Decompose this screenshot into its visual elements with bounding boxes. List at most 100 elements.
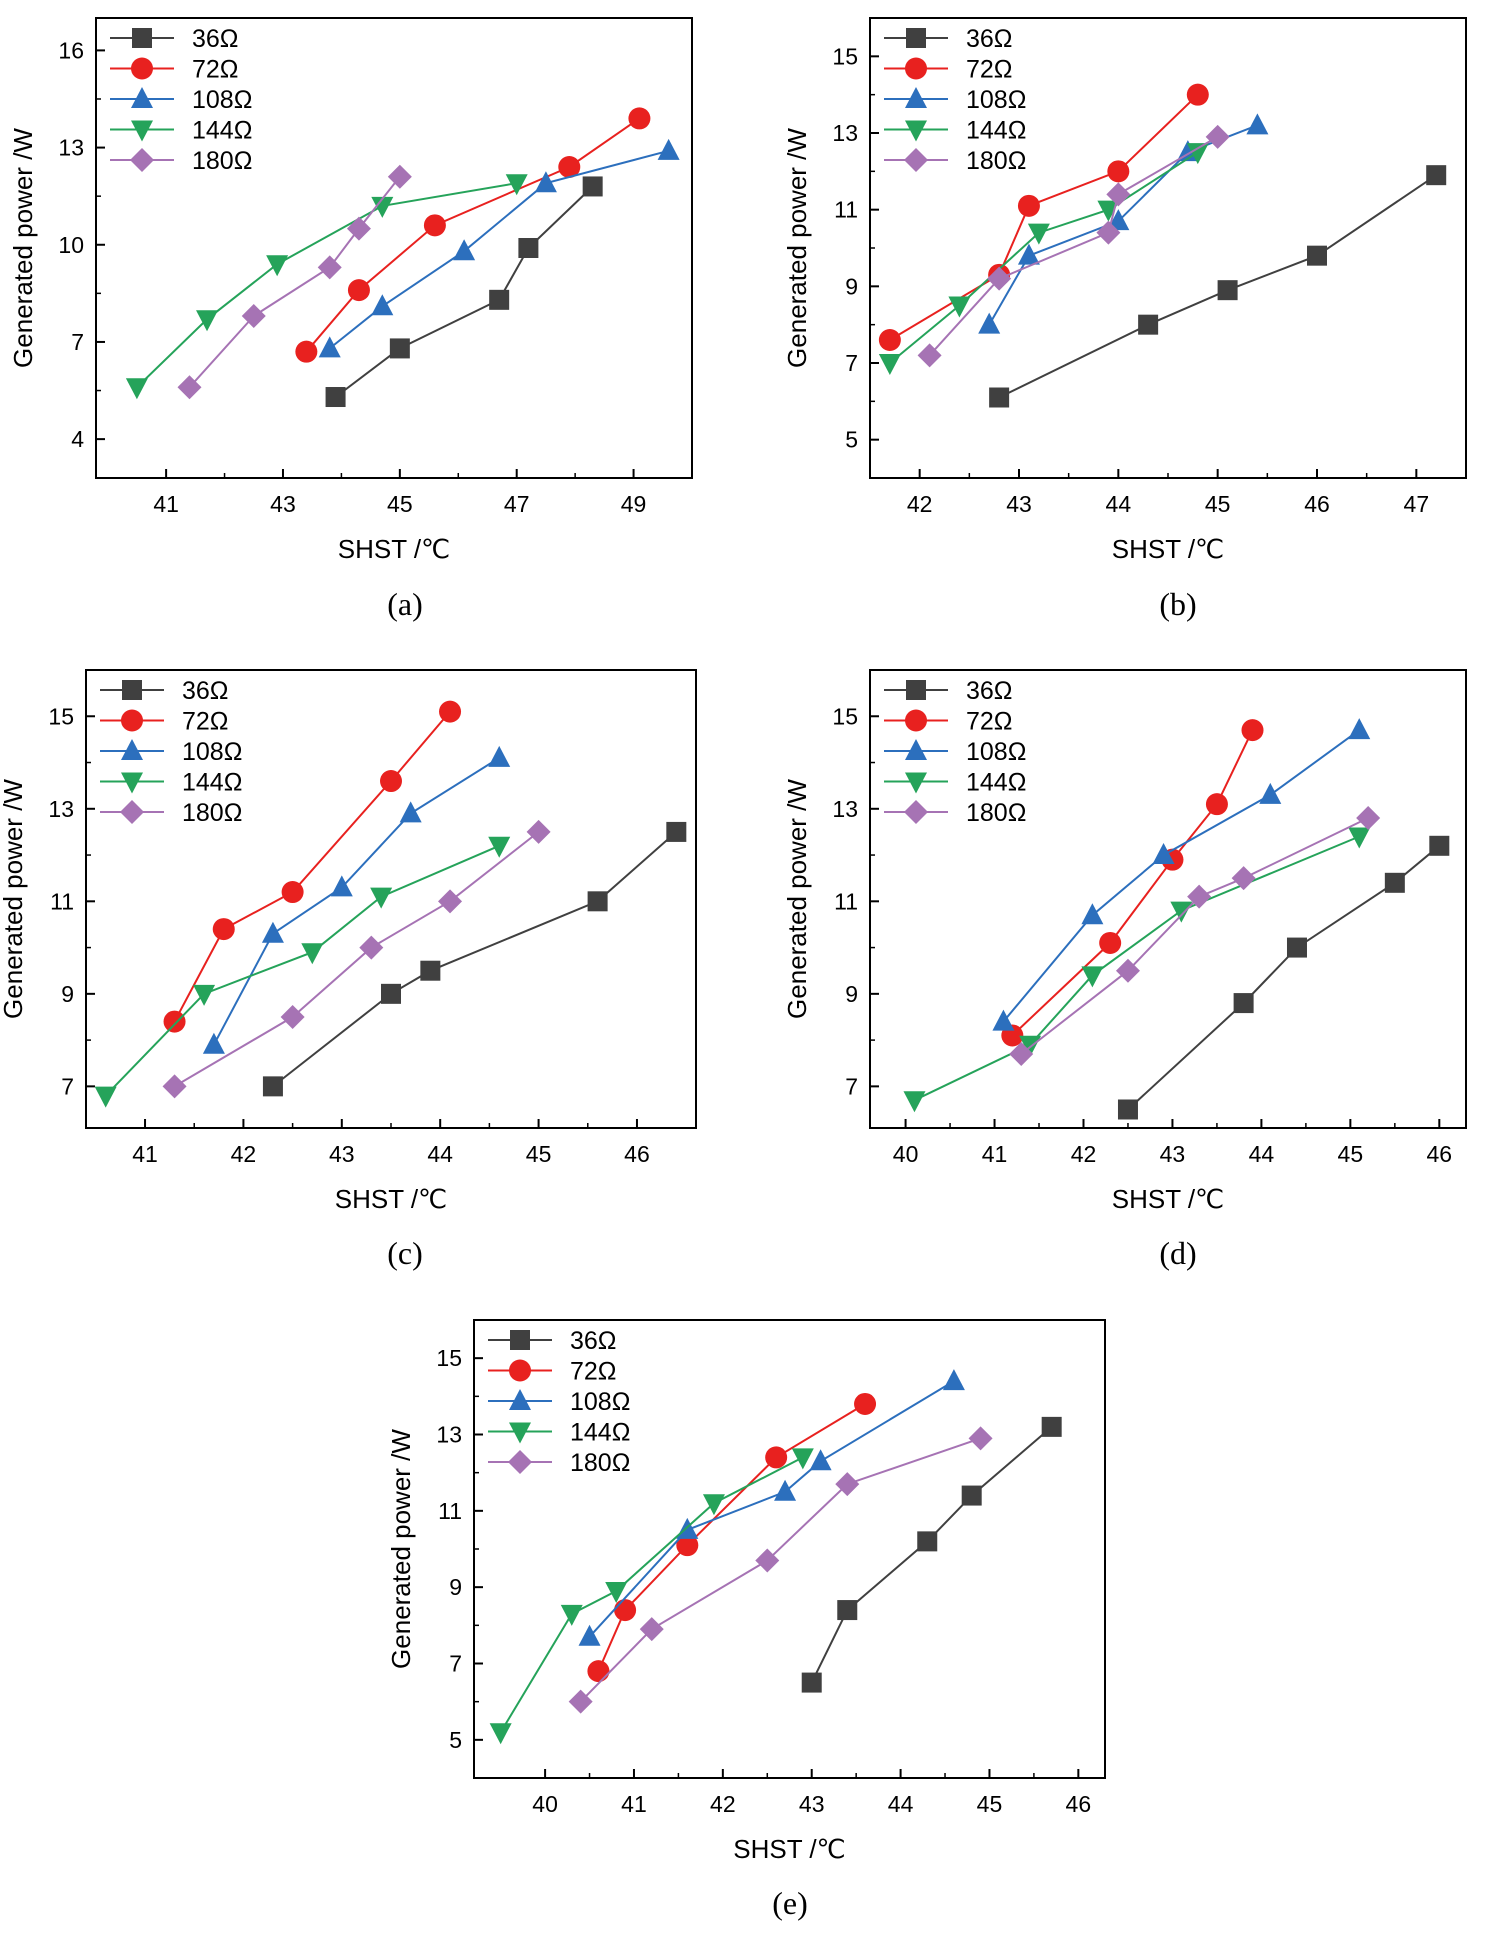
x-axis-title: SHST /℃ xyxy=(1112,534,1225,564)
y-tick-label: 9 xyxy=(845,273,858,299)
legend-marker xyxy=(509,1389,531,1410)
y-tick-label: 5 xyxy=(845,427,858,453)
y-tick-label: 13 xyxy=(832,120,858,146)
legend-label: 36Ω xyxy=(192,25,239,53)
series-1 xyxy=(801,1416,1062,1693)
series-1 xyxy=(325,176,603,408)
legend-label: 180Ω xyxy=(570,1449,630,1477)
data-point xyxy=(1081,903,1104,925)
data-point xyxy=(177,375,202,400)
y-tick-label: 11 xyxy=(438,1498,462,1524)
x-tick-label: 40 xyxy=(532,1791,558,1817)
data-point xyxy=(837,1600,858,1621)
legend-label: 72Ω xyxy=(966,56,1013,84)
data-point xyxy=(280,1004,305,1029)
legend-label: 36Ω xyxy=(570,1327,617,1355)
data-point xyxy=(1348,827,1371,849)
data-point xyxy=(1117,1099,1138,1120)
data-point xyxy=(605,1581,628,1603)
series-line xyxy=(597,1403,866,1672)
data-point xyxy=(1348,718,1371,740)
data-point xyxy=(330,875,353,897)
y-tick-label: 15 xyxy=(832,43,858,69)
series-2 xyxy=(1001,719,1264,1047)
legend-label: 36Ω xyxy=(966,677,1013,705)
data-point xyxy=(488,836,511,858)
data-point xyxy=(854,1392,877,1415)
data-point xyxy=(676,1534,699,1557)
legend-marker xyxy=(905,57,927,80)
x-tick-label: 49 xyxy=(621,491,647,517)
legend-marker xyxy=(122,680,142,700)
data-point xyxy=(568,1689,593,1714)
data-point xyxy=(809,1449,832,1471)
data-point xyxy=(439,700,462,723)
y-tick-label: 5 xyxy=(449,1727,462,1753)
data-point xyxy=(1286,937,1307,958)
plot-frame xyxy=(473,1319,1106,1779)
data-point xyxy=(1259,782,1282,804)
x-tick-label: 43 xyxy=(1006,491,1032,517)
data-point xyxy=(1106,182,1131,207)
x-axis-title: SHST /℃ xyxy=(1112,1184,1225,1214)
x-tick-label: 45 xyxy=(387,491,413,517)
chart-panel-5: 40 41 42 43 44 45 46 5 7 9 11 13 15 SHST /℃ Generated … xyxy=(386,1319,1106,1921)
y-tick-label: 9 xyxy=(61,981,74,1007)
series-4 xyxy=(489,1448,814,1745)
series-2 xyxy=(878,83,1209,351)
data-point xyxy=(582,176,603,197)
legend-label: 108Ω xyxy=(192,86,252,114)
x-tick-label: 43 xyxy=(270,491,296,517)
data-point xyxy=(942,1369,965,1391)
legend-label: 72Ω xyxy=(192,56,239,84)
data-point xyxy=(262,1076,283,1097)
data-point xyxy=(878,354,901,375)
plot-frame xyxy=(869,17,1467,479)
series-line xyxy=(499,1456,804,1733)
legend-marker xyxy=(130,148,154,172)
legend-label: 144Ω xyxy=(966,769,1026,797)
data-point xyxy=(212,918,235,941)
data-point xyxy=(163,1010,186,1033)
data-point xyxy=(992,1009,1015,1031)
data-point xyxy=(628,107,651,130)
plot-frame xyxy=(95,17,693,479)
data-point xyxy=(1138,314,1159,335)
legend-label: 144Ω xyxy=(966,117,1026,145)
series-line xyxy=(889,93,1199,341)
data-point xyxy=(1017,243,1040,265)
x-tick-label: 45 xyxy=(977,1791,1003,1817)
series-2 xyxy=(587,1392,877,1683)
chart-panel-3: 41 42 43 44 45 46 7 9 11 13 15 SHST /℃ Generated pow… xyxy=(0,669,697,1271)
panel-caption: (c) xyxy=(387,1235,423,1271)
series-line xyxy=(334,185,594,398)
x-tick-label: 42 xyxy=(1071,1141,1097,1167)
data-point xyxy=(978,312,1001,334)
data-point xyxy=(489,1723,512,1745)
data-point xyxy=(420,960,441,981)
data-point xyxy=(835,1472,860,1497)
data-point xyxy=(381,983,401,1004)
legend-marker xyxy=(132,28,152,48)
data-point xyxy=(489,289,510,310)
data-point xyxy=(917,1531,938,1552)
chart-panel-2: 42 43 44 45 46 47 5 7 9 11 13 15 SHST /℃ Generated po… xyxy=(782,17,1467,622)
data-point xyxy=(666,821,687,842)
legend-marker xyxy=(510,1330,530,1350)
data-point xyxy=(1081,966,1104,988)
data-point xyxy=(325,387,346,408)
data-point xyxy=(1097,200,1120,222)
data-point xyxy=(791,1448,814,1470)
panel-caption: (d) xyxy=(1159,1235,1196,1271)
y-tick-label: 7 xyxy=(449,1651,462,1677)
data-point xyxy=(989,387,1010,408)
data-point xyxy=(903,1091,926,1113)
y-tick-label: 15 xyxy=(832,703,858,729)
legend-marker xyxy=(131,57,153,80)
data-point xyxy=(399,801,422,823)
data-point xyxy=(702,1494,725,1516)
y-tick-label: 13 xyxy=(58,135,84,161)
panel-caption: (a) xyxy=(387,586,423,622)
